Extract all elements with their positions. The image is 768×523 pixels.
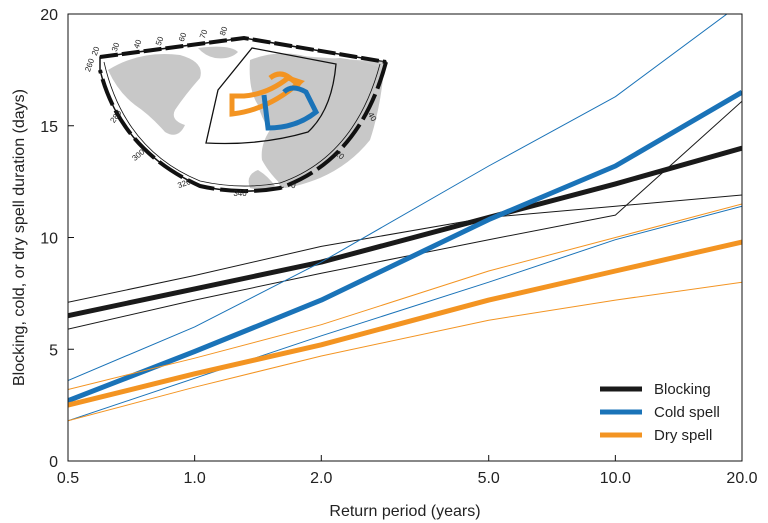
map-cold-region	[261, 85, 320, 131]
bound-line-dry-spell	[68, 203, 742, 390]
y-tick-label: 10	[40, 231, 58, 248]
map-longitude-label: 0	[290, 181, 296, 191]
map-frame-bottom	[98, 61, 388, 194]
bound-line-blocking	[68, 194, 742, 303]
series-line-blocking	[68, 145, 742, 319]
series-line-cold-spell	[68, 90, 742, 404]
plot-area	[68, 14, 742, 422]
map-latitude-label: 50	[154, 35, 166, 47]
bound-line-blocking	[68, 100, 742, 330]
bound-line-dry-spell	[68, 281, 742, 422]
bound-line-cold-spell	[68, 14, 728, 381]
legend: Blocking Cold spell Dry spell	[600, 381, 720, 444]
legend-label: Cold spell	[654, 404, 720, 421]
x-tick-label: 2.0	[310, 470, 332, 487]
legend-label: Blocking	[654, 381, 711, 398]
map-domain-box	[205, 47, 337, 145]
map-dry-region	[229, 75, 305, 117]
series-line-dry-spell	[68, 239, 742, 408]
x-tick-label: 1.0	[184, 470, 206, 487]
map-latitude-label: 70	[198, 28, 210, 40]
map-land	[108, 54, 201, 135]
y-tick-label: 20	[40, 7, 58, 24]
map-latitude-label: 20	[90, 45, 102, 57]
axes: 0.5 1.0 2.0 5.0 10.0 20.0 0 5 10 15 20 Return perio…	[11, 7, 758, 520]
map-latitude-label: 40	[132, 38, 144, 50]
x-tick-label: 20.0	[726, 470, 757, 487]
y-axis-title: Blocking, cold, or dry spell duration (d…	[11, 89, 28, 386]
x-tick-label: 5.0	[478, 470, 500, 487]
x-axis-title: Return period (years)	[329, 503, 480, 520]
y-tick-label: 15	[40, 119, 58, 136]
map-longitude-label: 260	[83, 57, 96, 73]
y-tick-label: 5	[49, 342, 58, 359]
legend-label: Dry spell	[654, 427, 712, 444]
x-tick-label: 10.0	[600, 470, 631, 487]
map-frame-top	[99, 35, 387, 64]
map-land	[198, 46, 238, 59]
map-latitude-label: 60	[177, 31, 189, 43]
map-frame-inner	[103, 61, 381, 187]
y-tick-label: 0	[49, 454, 58, 471]
map-latitude-label: 80	[218, 25, 230, 37]
x-tick-label: 0.5	[57, 470, 79, 487]
bound-line-cold-spell	[68, 205, 742, 422]
map-dry-region	[268, 71, 302, 88]
map-longitude-label: 340	[233, 189, 247, 198]
map-longitude-label: 320	[176, 177, 192, 190]
map-latitude-label: 30	[110, 41, 122, 53]
